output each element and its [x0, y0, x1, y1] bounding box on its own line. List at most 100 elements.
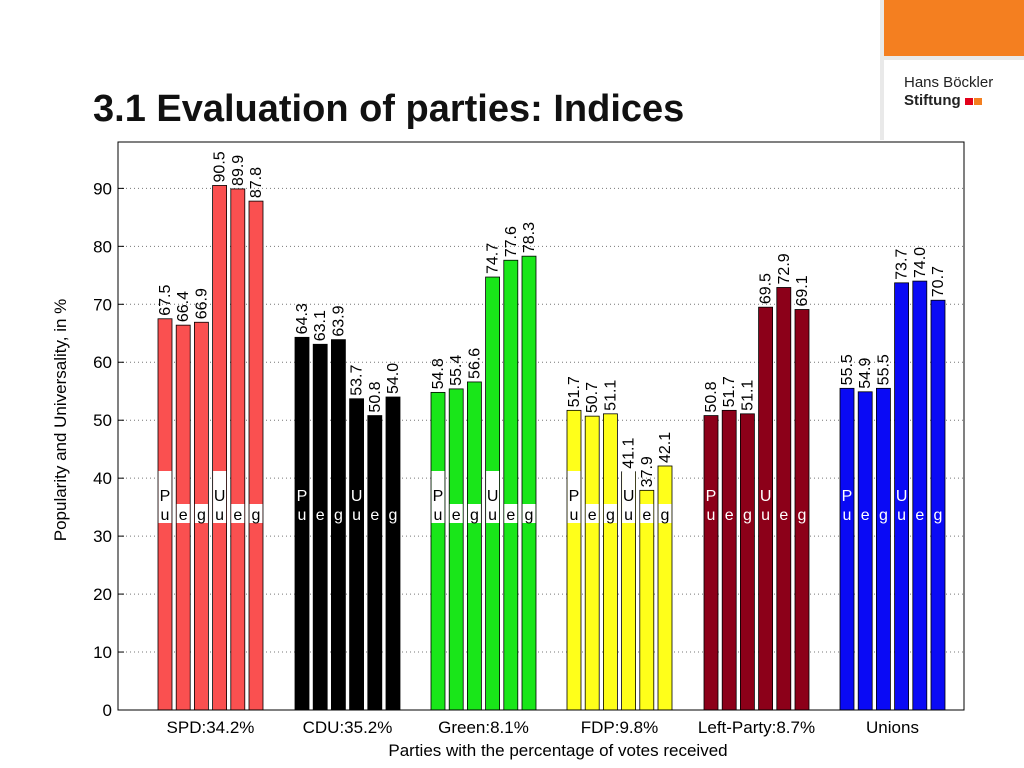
bar-label: e	[233, 507, 242, 524]
value-label: 50.8	[367, 381, 384, 412]
value-label: 90.5	[212, 151, 229, 182]
bar-label: g	[470, 507, 479, 524]
bar-label: g	[197, 507, 206, 524]
value-label: 55.5	[839, 354, 856, 385]
bar-label-lower: u	[298, 507, 307, 524]
chart-axes: 0 10 20 30 40 50 60 70 80 90 SPD:34.2% CDU:35.2% Gre…	[93, 141, 965, 737]
bar-label-box	[231, 504, 245, 523]
x-axis-label: Parties with the percentage of votes rec…	[388, 741, 727, 760]
value-label: 41.1	[621, 438, 638, 469]
bar-label-upper: U	[760, 488, 772, 505]
bar-label: e	[179, 507, 188, 524]
bar-label-box	[467, 504, 481, 523]
bar	[312, 343, 328, 711]
bar-label: g	[934, 507, 943, 524]
bar	[703, 415, 719, 711]
bar-label: e	[588, 507, 597, 524]
bar-label: e	[861, 507, 870, 524]
x-category-label: FDP:9.8%	[581, 718, 658, 737]
value-label: 50.7	[584, 382, 601, 413]
bar-label-box	[158, 471, 172, 523]
bar-label-lower: u	[352, 507, 361, 524]
bar-label: e	[452, 507, 461, 524]
y-axis-label: Popularity and Universality, in %	[51, 299, 70, 542]
bar-label-upper: U	[896, 488, 908, 505]
value-label: 69.5	[758, 273, 775, 304]
value-label: 74.7	[485, 243, 502, 274]
bar	[566, 409, 582, 711]
value-label: 54.8	[430, 358, 447, 389]
value-label: 51.1	[602, 380, 619, 411]
bar-label-box	[522, 504, 536, 523]
logo-line-2-text: Stiftung	[904, 92, 961, 109]
value-label: 55.5	[875, 354, 892, 385]
bar-label-upper: P	[297, 488, 308, 505]
x-category-label: Unions	[866, 718, 919, 737]
bar-label: g	[525, 507, 534, 524]
bar-label-box	[176, 504, 190, 523]
bar	[930, 299, 946, 711]
value-label: 37.9	[639, 456, 656, 487]
bar-label-upper: P	[433, 488, 444, 505]
value-label: 42.1	[657, 432, 674, 463]
bar-label: e	[506, 507, 515, 524]
bar-label-lower: u	[215, 507, 224, 524]
bar	[657, 465, 673, 711]
bar	[349, 398, 365, 711]
bar-label: g	[743, 507, 752, 524]
bar	[430, 391, 446, 711]
value-label: 51.7	[566, 376, 583, 407]
value-label: 54.9	[857, 358, 874, 389]
bar-label-upper: P	[160, 488, 171, 505]
x-category-label: Green:8.1%	[438, 718, 529, 737]
logo-line-2: Stiftung	[904, 92, 993, 110]
y-tick-label: 60	[93, 353, 112, 372]
bar-label-box	[486, 471, 500, 523]
value-label: 56.6	[466, 348, 483, 379]
bar	[385, 396, 401, 711]
bar-label: g	[252, 507, 261, 524]
bar-label-upper: U	[214, 488, 226, 505]
bar-label-box	[504, 504, 518, 523]
bar-label-box	[567, 471, 581, 523]
value-label: 69.1	[794, 275, 811, 306]
bar-label-box	[640, 504, 654, 523]
bar-label-lower: u	[488, 507, 497, 524]
bar-label-lower: u	[434, 507, 443, 524]
bar-label-upper: P	[569, 488, 580, 505]
y-tick-label: 70	[93, 295, 112, 314]
logo-squares-icon	[964, 92, 983, 110]
value-label: 89.9	[230, 155, 247, 186]
value-label: 78.3	[521, 222, 538, 253]
y-tick-label: 10	[93, 643, 112, 662]
value-label: 77.6	[503, 226, 520, 257]
value-label: 66.9	[193, 288, 210, 319]
y-tick-label: 80	[93, 237, 112, 256]
bar-label-lower: u	[843, 507, 852, 524]
bar-label-box	[213, 471, 227, 523]
bar-label-upper: U	[351, 488, 363, 505]
bar	[503, 259, 519, 711]
bar-label: g	[606, 507, 615, 524]
bar	[721, 409, 737, 711]
page-title: 3.1 Evaluation of parties: Indices	[93, 88, 685, 130]
y-tick-label: 90	[93, 179, 112, 198]
bar	[857, 391, 873, 711]
logo-orange-block	[884, 0, 1024, 56]
bar-label-box	[585, 504, 599, 523]
bar	[603, 413, 618, 711]
y-tick-label: 30	[93, 527, 112, 546]
y-tick-label: 40	[93, 469, 112, 488]
value-label: 51.7	[721, 376, 738, 407]
bar-label-lower: u	[897, 507, 906, 524]
bar-label: g	[879, 507, 888, 524]
bar	[367, 415, 383, 711]
value-label: 55.4	[448, 355, 465, 386]
y-tick-label: 50	[93, 411, 112, 430]
bar-label: e	[915, 507, 924, 524]
bar-label: e	[370, 507, 379, 524]
value-label: 63.1	[312, 310, 329, 341]
bar-label: g	[798, 507, 807, 524]
bar-label-lower: u	[624, 507, 633, 524]
